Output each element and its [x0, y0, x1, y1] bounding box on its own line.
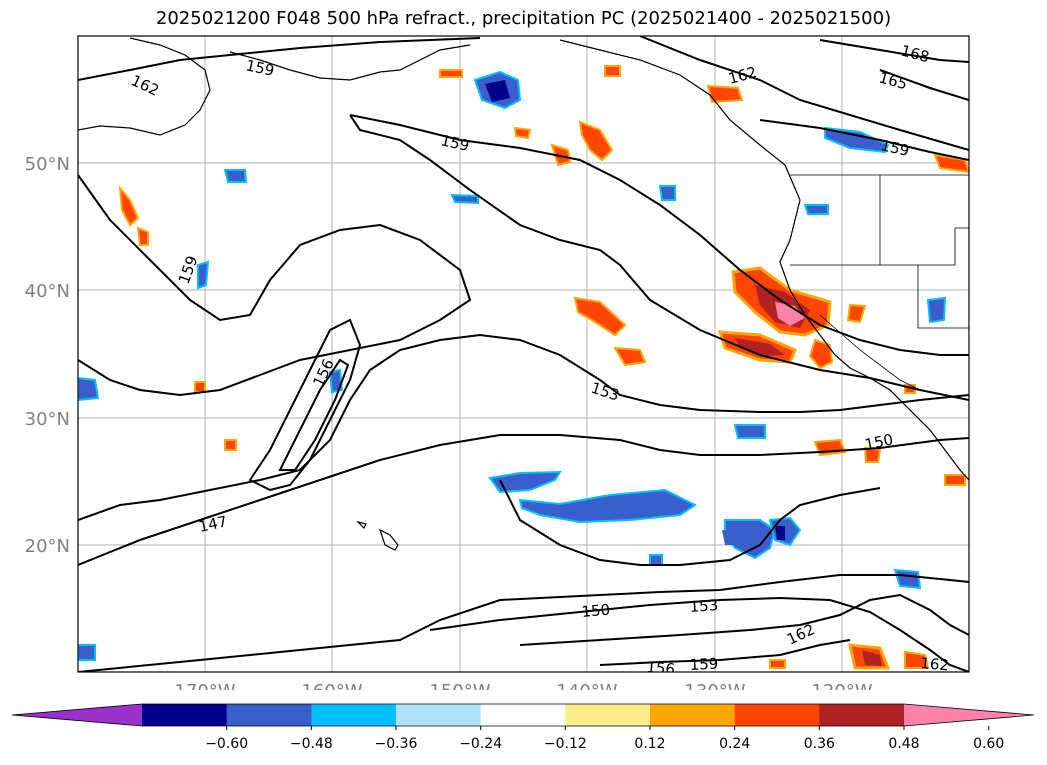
colorbar-extend-low: [12, 704, 142, 726]
colorbar-tick-label: −0.12: [544, 736, 587, 752]
contour-label: 150: [581, 601, 611, 621]
colorbar-tick-label: −0.48: [290, 736, 333, 752]
contour-label: 159: [689, 655, 719, 674]
colorbar-tick-label: 0.48: [888, 736, 919, 752]
lon-tick-label: 160°W: [301, 681, 362, 690]
map-title: 2025021200 F048 500 hPa refract., precip…: [155, 8, 892, 29]
colorbar-tick-label: −0.24: [459, 736, 502, 752]
map-panel: 162 159 159 162 168 165 159 159 156 153 …: [25, 35, 970, 690]
lon-tick-label: 150°W: [429, 681, 490, 690]
lon-tick-label: 170°W: [174, 681, 235, 690]
colorbar-segment: [650, 704, 736, 726]
graticule: [78, 36, 969, 672]
colorbar-extend-high: [904, 704, 1034, 726]
colorbar-segment: [396, 704, 482, 726]
lon-tick-label: 120°W: [811, 681, 872, 690]
colorbar-segment: [819, 704, 905, 726]
lon-tick-label: 140°W: [556, 681, 617, 690]
contour-label: 150: [863, 430, 895, 454]
lat-tick-label: 50°N: [25, 154, 70, 175]
colorbar-segment: [226, 704, 312, 726]
colorbar-tick-label: 0.36: [804, 736, 835, 752]
lon-axis: 170°W 160°W 150°W 140°W 130°W 120°W: [174, 681, 872, 690]
colorbar-segment: [565, 704, 651, 726]
colorbar-segment: [142, 704, 228, 726]
contour-label: 159: [244, 56, 276, 80]
colorbar-tick-label: −0.36: [375, 736, 418, 752]
contour-label: 156: [646, 658, 676, 678]
colorbar-segment: [480, 704, 566, 726]
coastlines: [78, 37, 969, 551]
contour-label: 159: [439, 131, 471, 155]
contour-label: 162: [920, 654, 950, 674]
precip-negative-areas: [78, 70, 947, 661]
contour-label: 159: [879, 136, 911, 160]
colorbar-outline: [11, 703, 1035, 727]
map-frame: [77, 35, 970, 673]
colorbar-segments: [11, 703, 1035, 727]
contour-label: 153: [689, 596, 719, 616]
colorbar-tick-label: 0.60: [973, 736, 1004, 752]
lat-tick-label: 30°N: [25, 409, 70, 430]
colorbar-segment: [311, 704, 397, 726]
lon-tick-label: 130°W: [684, 681, 745, 690]
colorbar-ticks: −0.60 −0.48 −0.36 −0.24 −0.12 0.12 0.24 0.36 0.4…: [205, 726, 1004, 752]
lat-axis: 50°N 40°N 30°N 20°N: [25, 154, 70, 557]
lat-tick-label: 20°N: [25, 536, 70, 557]
colorbar-tick-label: −0.60: [205, 736, 248, 752]
contour-label: 147: [197, 512, 229, 536]
lat-tick-label: 40°N: [25, 281, 70, 302]
colorbar-segment: [734, 704, 820, 726]
colorbar-tick-label: 0.24: [719, 736, 750, 752]
contours: [78, 36, 969, 672]
colorbar-tick-label: 0.12: [634, 736, 665, 752]
